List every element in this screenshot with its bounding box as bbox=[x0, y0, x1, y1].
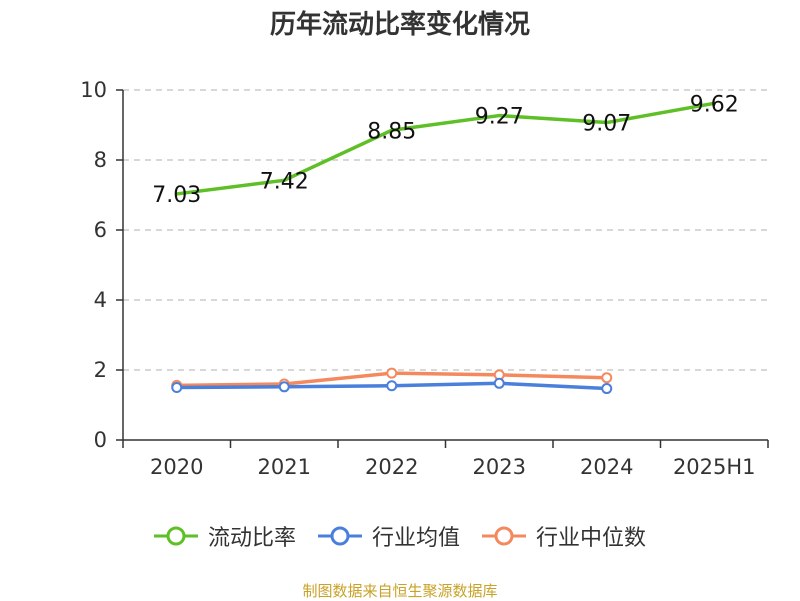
legend-line-icon bbox=[482, 526, 526, 546]
legend: 流动比率 行业均值 行业中位数 bbox=[0, 520, 800, 552]
data-label: 7.03 bbox=[152, 183, 201, 208]
legend-item-current-ratio[interactable]: 流动比率 bbox=[153, 520, 296, 552]
data-point bbox=[386, 380, 398, 392]
data-point bbox=[386, 367, 398, 379]
legend-item-industry-median[interactable]: 行业中位数 bbox=[482, 520, 646, 552]
data-label: 9.62 bbox=[690, 92, 739, 117]
legend-line-icon bbox=[317, 526, 362, 546]
data-label: 7.42 bbox=[260, 169, 309, 194]
legend-label: 行业均值 bbox=[371, 526, 460, 551]
data-label: 9.27 bbox=[475, 105, 524, 130]
y-tick-label: 8 bbox=[94, 148, 107, 172]
x-tick-label: 2022 bbox=[365, 455, 418, 479]
legend-line-icon bbox=[153, 526, 198, 546]
y-tick-label: 0 bbox=[94, 428, 107, 452]
data-point bbox=[601, 383, 613, 395]
data-point bbox=[171, 382, 183, 393]
series-line bbox=[175, 101, 716, 196]
legend-label: 行业中位数 bbox=[536, 526, 647, 551]
line-chart: 0 2 4 6 8 10 2020 2021 2022 2023 2024 2025H1 7.03 7.4… bbox=[80, 78, 769, 479]
legend-label: 流动比率 bbox=[207, 526, 296, 551]
x-tick-label: 2020 bbox=[150, 455, 203, 479]
x-tick-label: 2021 bbox=[258, 455, 311, 479]
x-tick-label: 2023 bbox=[473, 455, 526, 479]
y-tick-label: 6 bbox=[94, 218, 107, 242]
y-tick-label: 4 bbox=[94, 288, 107, 312]
y-tick-label: 10 bbox=[80, 78, 107, 102]
x-tick-label: 2024 bbox=[580, 455, 633, 479]
chart-title: 历年流动比率变化情况 bbox=[269, 10, 530, 40]
data-point bbox=[278, 381, 290, 393]
data-point bbox=[601, 372, 613, 384]
legend-item-industry-avg[interactable]: 行业均值 bbox=[317, 520, 460, 552]
x-tick-label: 2025H1 bbox=[673, 455, 756, 479]
source-footer: 制图数据来自恒生聚源数据库 bbox=[302, 582, 498, 600]
data-label: 8.85 bbox=[367, 119, 416, 144]
data-label: 9.07 bbox=[582, 112, 631, 137]
data-point bbox=[493, 377, 505, 389]
y-tick-label: 2 bbox=[94, 358, 107, 382]
